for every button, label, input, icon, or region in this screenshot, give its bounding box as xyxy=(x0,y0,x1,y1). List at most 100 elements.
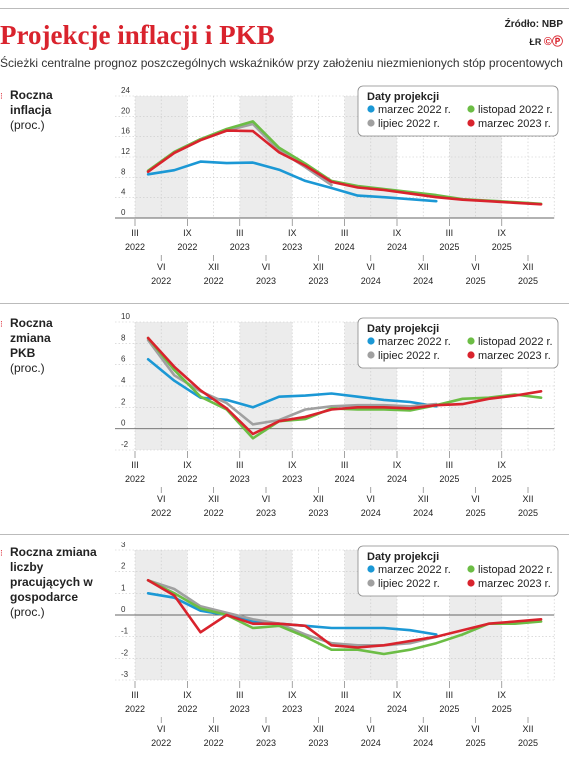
x-tick-label: XII xyxy=(313,724,324,734)
gdp-chart: -2 0 2 4 6 8 10 III 2022 IX 2022 III 2023 IX 2023 III 20… xyxy=(115,312,559,518)
x-tick-label: III xyxy=(446,690,454,700)
panel-separator xyxy=(0,303,569,304)
legend-entry-label: lipiec 2022 r. xyxy=(378,578,440,590)
x-tick-year: 2022 xyxy=(177,242,197,252)
x-tick-year: 2025 xyxy=(492,704,512,714)
x-tick-year: 2022 xyxy=(151,738,171,748)
y-tick-label: 4 xyxy=(121,376,126,385)
y-tick-label: 8 xyxy=(121,333,126,342)
panel-label-employment: ⁝ Roczna zmiana liczby pracujących w gos… xyxy=(0,545,106,620)
x-tick-label: IX xyxy=(393,228,402,238)
x-tick-year: 2022 xyxy=(125,474,145,484)
x-tick-label: IX xyxy=(498,228,507,238)
x-tick-year: 2022 xyxy=(125,704,145,714)
x-tick-label: IX xyxy=(288,460,297,470)
x-tick-label: IX xyxy=(393,460,402,470)
panel-label-gdp: ⁝ Roczna zmiana PKB (proc.) xyxy=(0,316,66,376)
x-tick-year: 2023 xyxy=(308,738,328,748)
x-tick-year: 2025 xyxy=(439,474,459,484)
x-tick-label: III xyxy=(341,690,349,700)
x-tick-label: III xyxy=(131,690,139,700)
legend-marker-icon xyxy=(367,579,375,587)
x-tick-year: 2023 xyxy=(282,474,302,484)
publisher-logo-icon: ©Ⓟ xyxy=(543,36,563,48)
x-tick-year: 2024 xyxy=(335,242,355,252)
legend-marker-icon xyxy=(467,337,475,345)
panel-title-employment: Roczna zmiana liczby pracujących w gospo… xyxy=(10,545,97,604)
x-tick-year: 2025 xyxy=(439,704,459,714)
x-tick-label: XII xyxy=(418,494,429,504)
top-rule xyxy=(0,8,569,9)
x-tick-label: XII xyxy=(208,724,219,734)
legend-marker-icon xyxy=(467,351,475,359)
y-tick-label: 1 xyxy=(121,583,126,592)
legend-entry-label: lipiec 2022 r. xyxy=(378,350,440,362)
legend-entry-label: marzec 2022 r. xyxy=(378,336,451,348)
x-tick-year: 2024 xyxy=(361,508,381,518)
x-tick-year: 2024 xyxy=(335,704,355,714)
x-tick-label: III xyxy=(131,460,139,470)
x-tick-label: III xyxy=(236,460,244,470)
x-tick-year: 2023 xyxy=(230,242,250,252)
x-tick-year: 2023 xyxy=(282,704,302,714)
series-line xyxy=(146,578,543,656)
legend-entry-label: marzec 2023 r. xyxy=(478,118,551,130)
panel-unit-gdp: (proc.) xyxy=(10,361,45,375)
y-tick-label: 0 xyxy=(121,419,126,428)
legend-entry-label: listopad 2022 r. xyxy=(478,104,553,116)
legend-entry-label: marzec 2023 r. xyxy=(478,578,551,590)
y-tick-label: -1 xyxy=(121,627,129,636)
series-line xyxy=(146,357,438,409)
series-line xyxy=(146,578,543,649)
x-tick-year: 2025 xyxy=(492,474,512,484)
x-tick-label: IX xyxy=(393,690,402,700)
x-tick-label: IX xyxy=(183,460,192,470)
x-tick-year: 2024 xyxy=(387,474,407,484)
panel-unit-employment: (proc.) xyxy=(10,605,45,619)
x-tick-label: IX xyxy=(498,460,507,470)
x-tick-label: XII xyxy=(522,494,533,504)
x-tick-year: 2024 xyxy=(413,738,433,748)
x-tick-year: 2022 xyxy=(151,508,171,518)
x-tick-label: IX xyxy=(183,228,192,238)
x-tick-label: XII xyxy=(418,724,429,734)
x-tick-label: XII xyxy=(208,494,219,504)
x-tick-label: VI xyxy=(262,494,271,504)
series-line xyxy=(146,129,543,206)
panel-bullet-icon: ⁝ xyxy=(0,319,3,329)
x-tick-label: IX xyxy=(288,690,297,700)
legend-marker-icon xyxy=(367,105,375,113)
legend-marker-icon xyxy=(467,105,475,113)
author-initials: ŁR xyxy=(529,37,542,47)
x-tick-label: XII xyxy=(522,724,533,734)
x-tick-year: 2023 xyxy=(256,738,276,748)
y-tick-label: 0 xyxy=(121,208,126,217)
y-tick-label: 4 xyxy=(121,188,126,197)
x-tick-year: 2023 xyxy=(282,242,302,252)
panel-label-inflation: ⁝ Roczna inflacja (proc.) xyxy=(0,88,74,133)
x-tick-year: 2022 xyxy=(177,474,197,484)
x-tick-label: VI xyxy=(157,724,166,734)
legend-marker-icon xyxy=(367,351,375,359)
legend-box xyxy=(357,317,559,369)
inflation-chart: 04812162024III2022IX2022III2023IX2023III… xyxy=(115,85,559,286)
legend-title: Daty projekcji xyxy=(367,551,439,563)
x-tick-label: III xyxy=(341,228,349,238)
x-tick-year: 2022 xyxy=(151,276,171,286)
y-tick-label: 2 xyxy=(121,397,126,406)
series-line xyxy=(146,338,438,426)
x-tick-year: 2022 xyxy=(204,508,224,518)
y-tick-label: 0 xyxy=(121,605,126,614)
x-tick-label: XII xyxy=(313,494,324,504)
x-tick-year: 2023 xyxy=(308,508,328,518)
x-tick-year: 2024 xyxy=(413,508,433,518)
legend-entry-label: listopad 2022 r. xyxy=(478,336,553,348)
x-tick-year: 2023 xyxy=(230,704,250,714)
legend-title: Daty projekcji xyxy=(367,91,439,103)
legend-entry-label: marzec 2022 r. xyxy=(378,104,451,116)
x-tick-year: 2025 xyxy=(466,508,486,518)
y-tick-label: 6 xyxy=(121,355,126,364)
x-tick-label: III xyxy=(446,228,454,238)
series-line xyxy=(146,336,543,436)
x-tick-year: 2022 xyxy=(204,738,224,748)
